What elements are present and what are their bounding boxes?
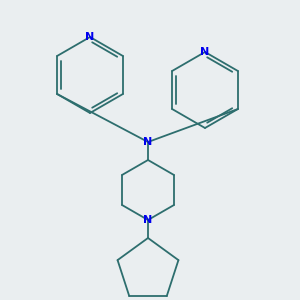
Text: N: N — [143, 137, 153, 147]
Text: N: N — [143, 215, 153, 225]
Text: N: N — [200, 47, 210, 57]
Text: N: N — [85, 32, 94, 42]
